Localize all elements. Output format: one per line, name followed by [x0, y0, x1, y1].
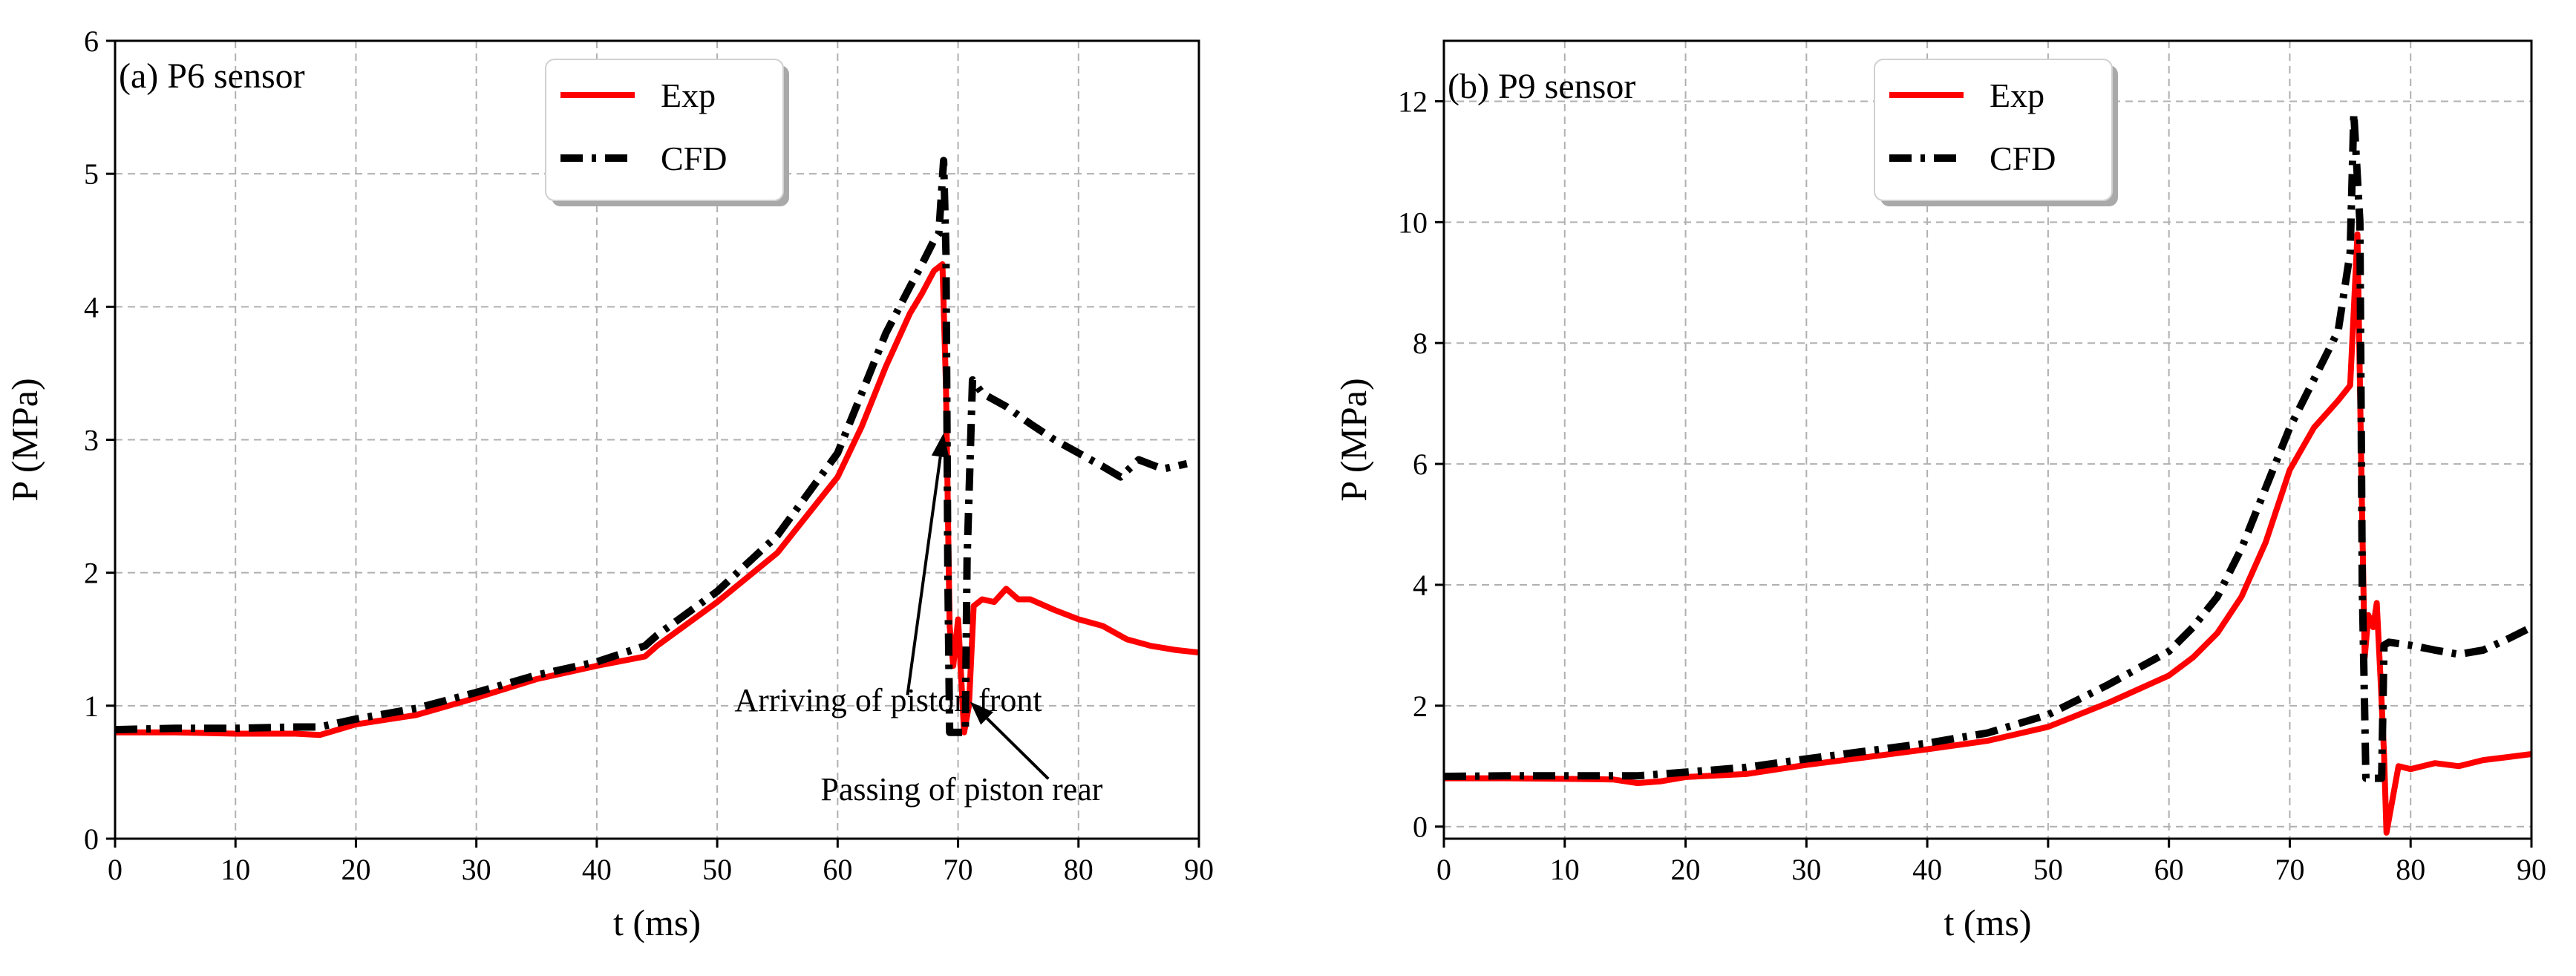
annotation-arriving-piston-front: Arriving of piston front [734, 682, 1042, 718]
panel-a-x-tick-label-70: 70 [944, 853, 973, 886]
panel-a-x-axis-label: t (ms) [613, 902, 701, 943]
panel-a: 0 10 20 30 40 50 60 70 80 90 0 1 2 3 4 5 6 (a) P6 sensor… [4, 24, 1214, 943]
panel-a-x-tick-label-20: 20 [341, 853, 370, 886]
annotation-passing-piston-rear: Passing of piston rear [820, 771, 1102, 808]
panel-b-x-tick-label-70: 70 [2275, 853, 2304, 886]
panel-b-series [1443, 109, 2534, 836]
panel-a-y-tick-label-3: 3 [84, 424, 99, 457]
panel-a-title: (a) P6 sensor [119, 56, 305, 96]
panel-b-y-tick-label-12: 12 [1398, 85, 1428, 118]
panel-b-y-axis-label: P (MPa) [1333, 378, 1374, 501]
panel-b-legend-exp-label: Exp [1990, 76, 2044, 114]
panel-b-series-exp [1444, 231, 2532, 836]
panel-b-x-tick-label-80: 80 [2396, 853, 2425, 886]
panel-a-x-tick-label-40: 40 [582, 853, 612, 886]
annotation-arrowhead-piston-front [931, 433, 949, 458]
panel-b-legend: Exp CFD [1874, 59, 2118, 206]
annotation-arrow-piston-rear [986, 717, 1050, 780]
panel-b-x-tick-label-30: 30 [1791, 853, 1821, 886]
panel-b-axes-frame [1442, 39, 2533, 840]
panel-b-y-tick-label-6: 6 [1413, 448, 1428, 481]
panel-a-x-tick-label-10: 10 [220, 853, 250, 886]
panel-b-series-cfd [1443, 109, 2534, 782]
panel-b-y-tick-label-2: 2 [1413, 690, 1428, 723]
panel-a-series-cfd [114, 157, 1188, 736]
panel-b: 0 10 20 30 40 50 60 70 80 90 0 2 4 6 8 10 12 (b) P9 sens… [1333, 39, 2546, 943]
panel-a-x-tick-label-50: 50 [702, 853, 732, 886]
panel-b-x-tick-label-60: 60 [2154, 853, 2184, 886]
panel-a-series-exp [115, 261, 1200, 738]
annotation-arrowhead-piston-rear [970, 701, 993, 725]
panel-a-y-axis-label: P (MPa) [4, 378, 45, 501]
panel-a-y-tick-label-4: 4 [84, 290, 99, 324]
panel-a-y-tick-label-2: 2 [84, 557, 99, 590]
panel-a-x-tick-label-0: 0 [108, 853, 122, 886]
panel-b-x-tick-label-10: 10 [1550, 853, 1580, 886]
panel-a-y-tick-label-0: 0 [84, 822, 99, 856]
panel-b-x-axis-label: t (ms) [1944, 902, 2031, 943]
panel-b-x-tick-label-20: 20 [1671, 853, 1701, 886]
panel-a-legend-cfd-label: CFD [661, 140, 727, 177]
panel-a-x-tick-label-60: 60 [823, 853, 852, 886]
panel-a-y-tick-label-6: 6 [84, 24, 99, 58]
panel-b-ticks: 0 10 20 30 40 50 60 70 80 90 0 2 4 6 8 10 12 [1398, 85, 2546, 886]
panel-a-y-tick-label-5: 5 [84, 157, 99, 191]
panel-a-x-tick-label-90: 90 [1184, 853, 1214, 886]
panel-b-x-tick-label-90: 90 [2517, 853, 2546, 886]
panel-b-x-tick-label-0: 0 [1436, 853, 1451, 886]
panel-a-x-tick-label-80: 80 [1064, 853, 1094, 886]
panel-b-x-tick-label-50: 50 [2033, 853, 2063, 886]
panel-b-y-tick-label-10: 10 [1398, 206, 1428, 239]
panel-b-legend-cfd-label: CFD [1990, 140, 2056, 177]
panel-a-annotations: Arriving of piston front Passing of pist… [734, 433, 1103, 808]
panel-a-legend: Exp CFD [545, 59, 789, 206]
panel-a-legend-exp-label: Exp [661, 76, 716, 114]
panel-a-series [114, 157, 1200, 738]
panel-b-title: (b) P9 sensor [1448, 67, 1635, 106]
panel-b-y-tick-label-8: 8 [1413, 327, 1428, 360]
panel-a-ticks: 0 10 20 30 40 50 60 70 80 90 0 1 2 3 4 5 6 [84, 24, 1214, 886]
panel-a-x-tick-label-30: 30 [462, 853, 491, 886]
panel-b-y-tick-label-0: 0 [1413, 810, 1428, 844]
annotation-arrow-piston-front [906, 456, 942, 695]
panel-b-x-tick-label-40: 40 [1912, 853, 1942, 886]
panel-b-y-tick-label-4: 4 [1413, 569, 1428, 602]
panel-a-y-tick-label-1: 1 [84, 690, 99, 723]
